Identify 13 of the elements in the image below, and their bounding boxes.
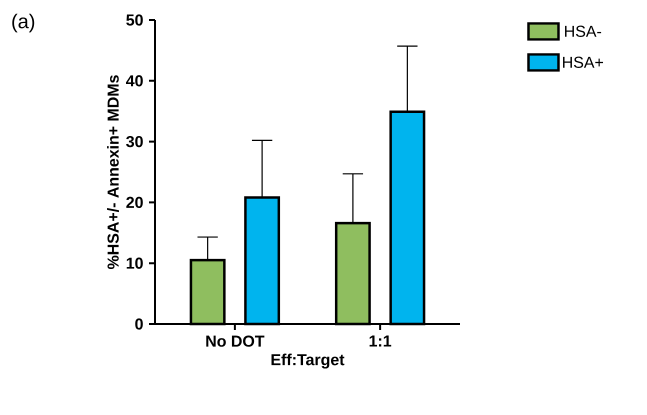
x-tick-label: No DOT [206,336,264,347]
legend-label: HSA- [565,26,602,37]
y-axis-title: %HSA+/- Annexin+ MDMs [107,75,119,270]
x-tick-label: 1:1 [370,336,392,346]
y-tick-label: 30 [126,136,143,148]
y-tick-label: 40 [126,75,143,86]
legend-label: HSA+ [563,56,604,68]
x-axis-title: Eff:Target [272,354,344,369]
y-tick-label: 50 [126,14,143,26]
text: (a) [12,14,34,32]
y-tick-label: 0 [135,318,143,330]
y-tick-label: 20 [126,196,143,208]
y-tick-label: 10 [126,258,143,269]
